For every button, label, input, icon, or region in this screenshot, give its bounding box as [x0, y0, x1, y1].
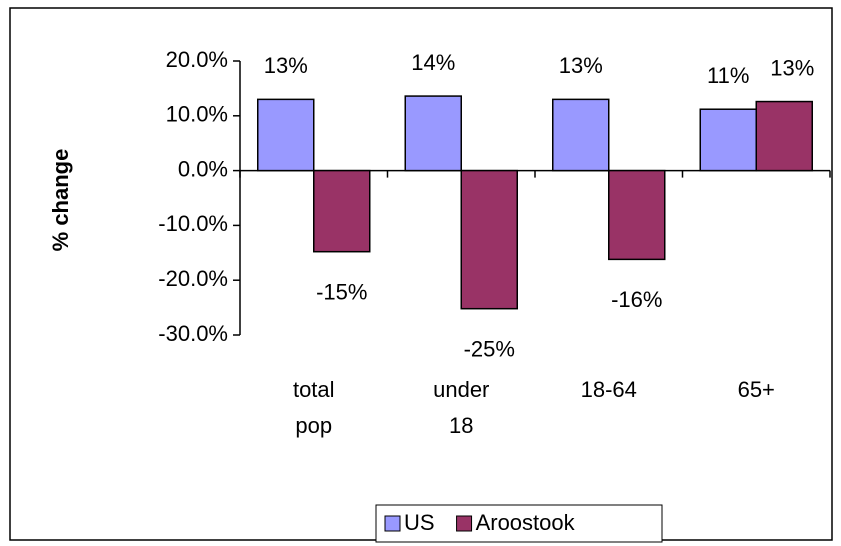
bar: [460, 169, 518, 310]
x-tick-label: 65+: [737, 377, 775, 402]
value-label: -16%: [611, 287, 662, 312]
value-label: -25%: [464, 337, 515, 362]
legend-swatch: [456, 515, 473, 532]
value-label: 13%: [264, 53, 308, 78]
y-axis-label: % change: [48, 149, 73, 252]
bar: [608, 169, 666, 261]
value-label: 13%: [770, 55, 814, 80]
bar: [313, 169, 371, 253]
x-tick-label: 18-64: [580, 377, 637, 402]
value-label: -15%: [316, 280, 367, 305]
y-tick-label: -10.0%: [158, 211, 228, 236]
legend-swatch: [384, 515, 401, 532]
x-tick-label: under 18: [433, 377, 490, 438]
y-tick-label: 10.0%: [166, 102, 228, 127]
legend-box: [375, 504, 663, 543]
bar: [552, 98, 610, 172]
legend-label: Aroostook: [476, 510, 576, 535]
bar: [755, 100, 813, 172]
bar: [404, 95, 462, 172]
x-tick-label: total pop: [292, 377, 335, 438]
y-tick-label: -20.0%: [158, 266, 228, 291]
y-tick-label: -30.0%: [158, 321, 228, 346]
y-tick-label: 20.0%: [166, 47, 228, 72]
value-label: 14%: [411, 50, 455, 75]
y-tick-label: 0.0%: [178, 156, 228, 181]
bar: [699, 108, 757, 172]
legend-label: US: [404, 510, 435, 535]
bar: [257, 98, 315, 172]
value-label: 13%: [559, 53, 603, 78]
value-label: 11%: [707, 63, 749, 88]
